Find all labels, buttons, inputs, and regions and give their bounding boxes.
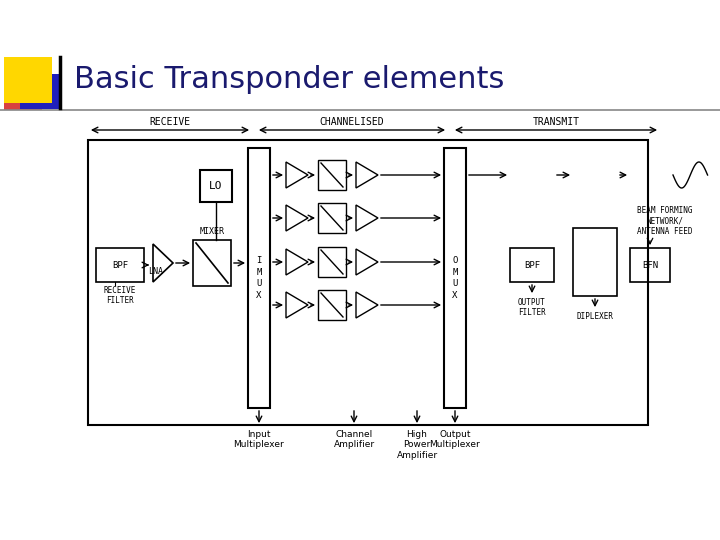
Bar: [200, 170, 232, 202]
Bar: [318, 203, 346, 233]
Text: BPF: BPF: [524, 260, 540, 269]
Text: LNA: LNA: [148, 267, 163, 275]
Bar: [630, 248, 670, 282]
Text: CHANNELISED: CHANNELISED: [320, 117, 384, 127]
Bar: [318, 160, 346, 190]
Text: Input
Multiplexer: Input Multiplexer: [233, 430, 284, 449]
Text: I
M
U
X: I M U X: [256, 256, 261, 300]
Bar: [573, 228, 617, 296]
Text: BEAM FORMING
NETWORK/
ANTENNA FEED: BEAM FORMING NETWORK/ ANTENNA FEED: [637, 206, 693, 236]
Bar: [4, 72, 42, 110]
Bar: [444, 148, 466, 408]
Text: DIPLEXER: DIPLEXER: [577, 312, 613, 321]
Text: RECEIVE: RECEIVE: [150, 117, 191, 127]
Text: TRANSMIT: TRANSMIT: [533, 117, 580, 127]
Text: RECEIVE
FILTER: RECEIVE FILTER: [104, 286, 136, 306]
Bar: [4, 57, 52, 103]
Bar: [248, 148, 270, 408]
Text: BFN: BFN: [642, 260, 658, 269]
Text: Basic Transponder elements: Basic Transponder elements: [74, 65, 505, 94]
Bar: [96, 248, 144, 282]
Text: MIXER: MIXER: [199, 227, 225, 236]
Bar: [318, 290, 346, 320]
Bar: [88, 140, 648, 425]
Text: BPF: BPF: [112, 260, 128, 269]
Text: Channel
Amplifier: Channel Amplifier: [333, 430, 374, 449]
Bar: [510, 248, 554, 282]
Bar: [20, 74, 60, 109]
Text: O
M
U
X: O M U X: [452, 256, 458, 300]
Text: OUTPUT
FILTER: OUTPUT FILTER: [518, 298, 546, 318]
Text: High
Power
Amplifier: High Power Amplifier: [397, 430, 438, 460]
Text: Output
Multiplexer: Output Multiplexer: [430, 430, 480, 449]
Bar: [318, 247, 346, 277]
Text: LO: LO: [210, 181, 222, 191]
Bar: [193, 240, 231, 286]
